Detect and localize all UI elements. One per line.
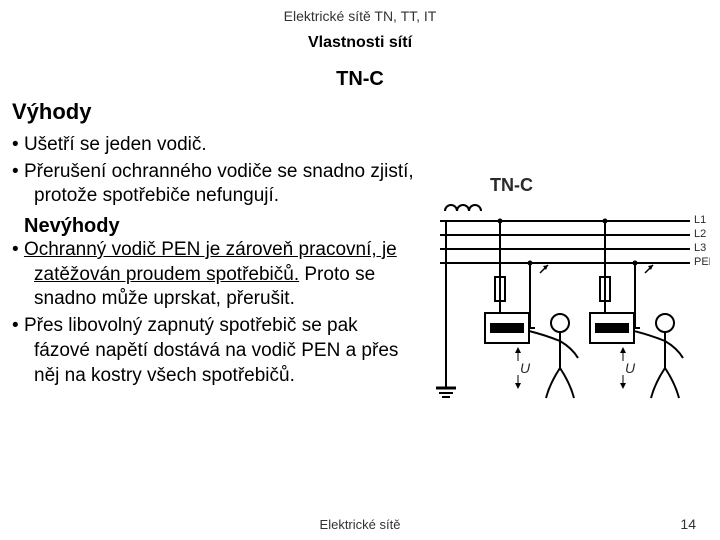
text-column: Ušetří se jeden vodič. Přerušení ochrann…	[0, 133, 420, 413]
arrow-down-icon	[620, 383, 626, 389]
list-item: Přes libovolný zapnutý spotřebič se pak …	[12, 314, 414, 388]
voltage-label-1: U	[520, 360, 531, 376]
list-item: Ochranný vodič PEN je zároveň pracovní, …	[12, 238, 414, 312]
list-item: Ušetří se jeden vodič.	[12, 133, 414, 158]
diagram-title: TN-C	[490, 175, 533, 195]
label-l2: L2	[694, 228, 706, 240]
list-item: Přerušení ochranného vodiče se snadno zj…	[12, 160, 414, 209]
person-2-icon	[634, 314, 683, 398]
footer: Elektrické sítě 14	[0, 516, 720, 532]
main-title: TN-C	[0, 64, 720, 99]
load-1	[485, 219, 548, 344]
voltage-label-2: U	[625, 360, 636, 376]
label-l1: L1	[694, 214, 706, 226]
person-1-icon	[529, 314, 578, 398]
arrow-up-icon	[515, 347, 521, 353]
content-wrap: Ušetří se jeden vodič. Přerušení ochrann…	[0, 133, 720, 413]
diagram-column: TN-C L1 L2 L3 PEN	[420, 133, 720, 413]
footer-title: Elektrické sítě	[0, 517, 720, 532]
label-pen: PEN	[694, 256, 710, 268]
arrow-up-icon	[620, 347, 626, 353]
advantages-heading: Výhody	[0, 99, 720, 133]
page-subtitle: Vlastnosti sítí	[0, 28, 720, 64]
disadvantages-list: Ochranný vodič PEN je zároveň pracovní, …	[12, 238, 414, 388]
underlined-text: Ochranný vodič PEN je zároveň pracovní, …	[24, 239, 397, 285]
page-header: Elektrické sítě TN, TT, IT	[0, 0, 720, 28]
source-coil-icon	[445, 205, 481, 211]
page-number: 14	[680, 516, 696, 532]
disadvantages-heading: Nevýhody	[12, 211, 414, 238]
advantages-list: Ušetří se jeden vodič. Přerušení ochrann…	[12, 133, 414, 209]
load-2	[590, 219, 653, 344]
arrow-down-icon	[515, 383, 521, 389]
label-l3: L3	[694, 242, 706, 254]
tnc-diagram: TN-C L1 L2 L3 PEN	[430, 173, 710, 413]
